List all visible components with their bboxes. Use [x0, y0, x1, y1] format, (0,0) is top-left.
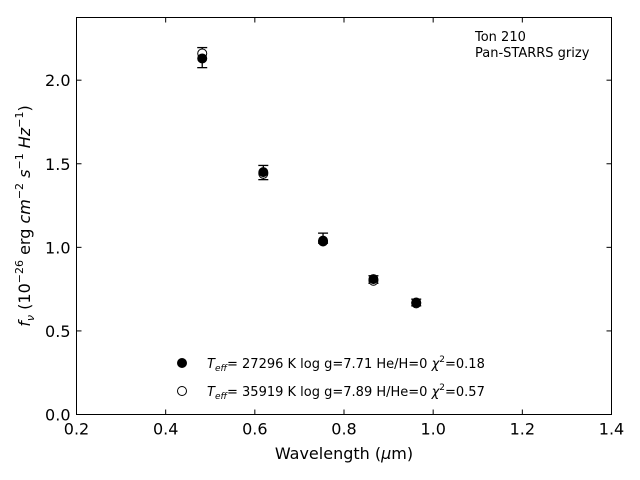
- x-tick-label: 1.0: [420, 420, 445, 439]
- y-label-s: s: [15, 170, 34, 178]
- tick-marks: [76, 17, 612, 415]
- x-tick-label: 1.4: [599, 420, 624, 439]
- y-label-cm: cm: [15, 199, 34, 223]
- legend-1-t: T: [207, 357, 216, 372]
- y-label-exp4: −1: [13, 112, 26, 128]
- annotation-line-1: Ton 210: [474, 30, 526, 45]
- model-point-filled: [258, 167, 269, 178]
- legend-2-end: =0.57: [445, 385, 485, 400]
- model-point-filled: [411, 297, 422, 308]
- legend: Teff= 27296 K log g=7.71 He/H=0 χ2=0.18 …: [177, 355, 485, 402]
- legend-2-chi: χ: [431, 385, 441, 400]
- legend-2-sup: 2: [439, 383, 445, 393]
- tick-labels: 0.2 0.4 0.6 0.8 1.0 1.2 1.4 0.0 0.5 1.0 1.5 2.0: [45, 71, 624, 438]
- x-tick-label: 0.6: [242, 420, 267, 439]
- y-label-open: (10: [15, 283, 34, 315]
- y-label-nu: ν: [24, 315, 37, 321]
- y-tick-label: 0.0: [45, 406, 70, 425]
- legend-entry-1: Teff= 27296 K log g=7.71 He/H=0 χ2=0.18: [207, 355, 485, 374]
- x-tick-label: 0.2: [64, 420, 89, 439]
- y-label-hz: Hz: [15, 127, 34, 148]
- y-label-mid1: erg: [15, 224, 34, 260]
- x-axis-label-rest: m): [391, 444, 413, 463]
- plot-area-frame: [76, 17, 612, 415]
- legend-1-sup: 2: [439, 355, 445, 365]
- annotation-line-2: Pan-STARRS grizy: [475, 46, 590, 61]
- y-tick-label: 2.0: [45, 71, 70, 90]
- y-label-close: ): [15, 105, 34, 111]
- model-point-filled: [368, 274, 379, 285]
- data-points: [197, 46, 422, 309]
- model-point-filled: [318, 235, 329, 246]
- x-tick-label: 0.8: [331, 420, 356, 439]
- legend-marker-open: [177, 386, 187, 396]
- model-point-filled: [197, 53, 208, 64]
- legend-1-mid: = 27296 K log g=7.71 He/H=0: [227, 357, 432, 372]
- x-axis-label: Wavelength (μm): [275, 444, 413, 463]
- y-label-f: f: [15, 319, 34, 327]
- y-label-exp3: −1: [13, 153, 26, 169]
- legend-marker-filled: [177, 358, 187, 368]
- x-axis-label-mu: μ: [380, 444, 391, 463]
- y-tick-label: 1.5: [45, 155, 70, 174]
- y-tick-label: 0.5: [45, 322, 70, 341]
- legend-1-sub: eff: [215, 364, 229, 374]
- y-label-exp2: −2: [13, 183, 26, 199]
- x-tick-label: 0.4: [153, 420, 178, 439]
- y-label-exp1: −26: [13, 260, 26, 283]
- legend-2-t: T: [207, 385, 216, 400]
- x-tick-label: 1.2: [510, 420, 535, 439]
- legend-1-chi: χ: [431, 357, 441, 372]
- y-axis-label: fν (10−26 erg cm−2 s−1 Hz−1): [13, 105, 37, 326]
- legend-1-end: =0.18: [445, 357, 485, 372]
- legend-2-mid: = 35919 K log g=7.89 H/He=0: [227, 385, 432, 400]
- y-tick-label: 1.0: [45, 238, 70, 257]
- legend-entry-2: Teff= 35919 K log g=7.89 H/He=0 χ2=0.57: [207, 383, 485, 402]
- x-axis-label-main: Wavelength (: [275, 444, 381, 463]
- legend-2-sub: eff: [215, 392, 229, 402]
